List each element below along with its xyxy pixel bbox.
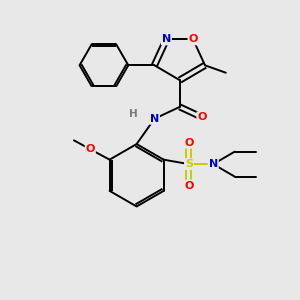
- Text: S: S: [185, 159, 193, 169]
- Text: O: O: [188, 34, 198, 44]
- Text: N: N: [209, 159, 218, 169]
- Text: H: H: [129, 109, 138, 119]
- Text: O: O: [184, 138, 194, 148]
- Text: N: N: [150, 114, 159, 124]
- Text: O: O: [197, 112, 207, 122]
- Text: O: O: [184, 181, 194, 190]
- Text: O: O: [85, 144, 95, 154]
- Text: N: N: [162, 34, 171, 44]
